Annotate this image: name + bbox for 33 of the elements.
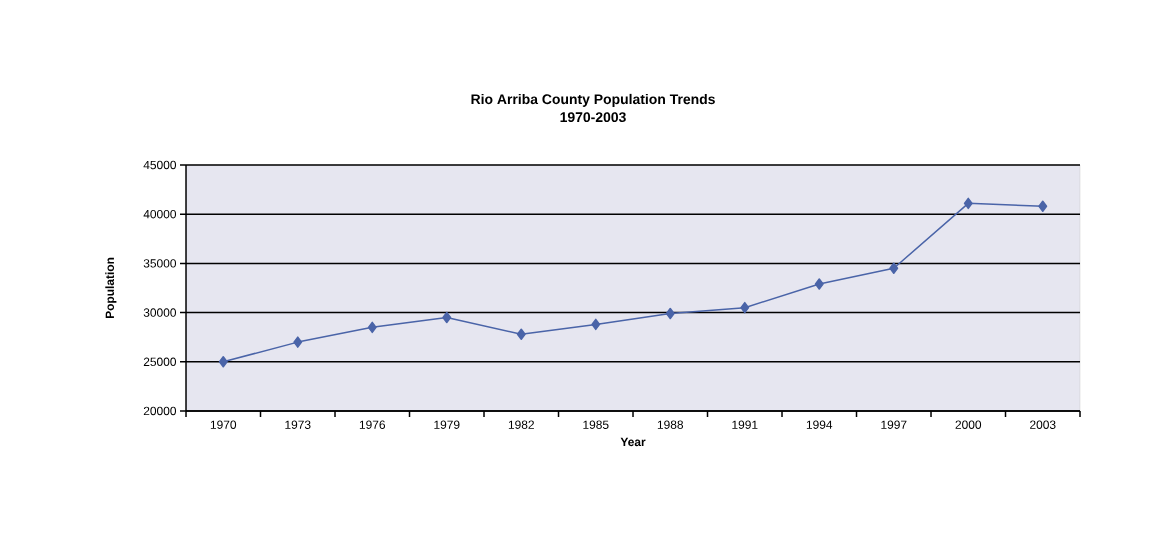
y-tick-label: 25000: [143, 357, 177, 367]
point: [814, 278, 824, 290]
x-tick-label: 1982: [508, 420, 534, 429]
point: [516, 328, 526, 340]
x-tick-label: 1988: [657, 420, 684, 429]
y-axis-title: Population: [105, 257, 117, 319]
point: [367, 321, 377, 334]
x-tick-label: 1985: [583, 420, 609, 429]
point: [442, 311, 452, 324]
point: [1038, 200, 1048, 213]
y-tick-label: 35000: [143, 259, 177, 268]
x-tick-label: 1976: [359, 420, 386, 429]
point: [963, 197, 973, 210]
y-tick-label: 30000: [143, 308, 177, 317]
x-tick-label: 1979: [434, 420, 460, 429]
y-tick-label: 20000: [143, 406, 177, 416]
x-axis-title: Year: [620, 437, 646, 447]
x-tick-label: 1973: [285, 420, 311, 429]
chart-title: Rio Arriba County Population Trends 1970-2003: [471, 93, 715, 123]
x-tick-label: 1970: [210, 420, 237, 429]
x-tick-label: 2000: [955, 420, 982, 429]
y-tick-label: 45000: [143, 160, 177, 170]
point: [218, 356, 228, 368]
y-tick-label: 40000: [143, 209, 177, 219]
point: [889, 262, 899, 275]
point: [665, 307, 675, 320]
x-tick-label: 1991: [732, 420, 758, 429]
x-tick-label: 2003: [1030, 420, 1056, 429]
x-tick-label: 1994: [806, 420, 833, 429]
point: [293, 336, 303, 348]
x-tick-label: 1997: [881, 420, 907, 429]
point: [591, 318, 601, 331]
point: [740, 301, 750, 314]
